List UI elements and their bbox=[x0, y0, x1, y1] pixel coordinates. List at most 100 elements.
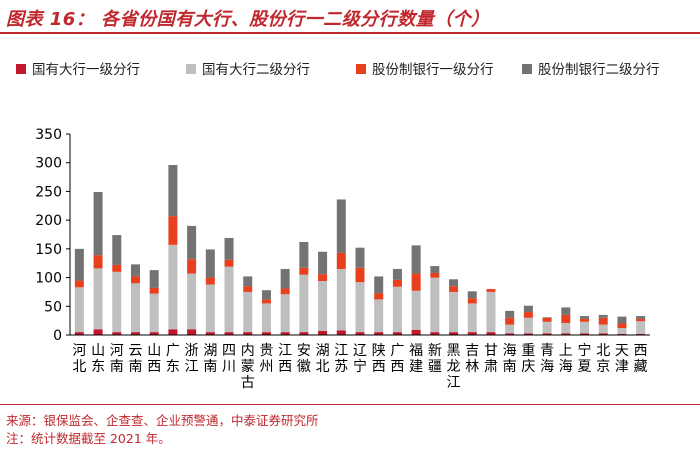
bar-segment bbox=[205, 284, 215, 333]
bar-segment bbox=[149, 332, 159, 335]
x-tick-label: 江 bbox=[185, 359, 199, 375]
bar-segment bbox=[261, 303, 271, 333]
x-tick-label: 内 bbox=[241, 343, 255, 359]
x-tick-label: 四 bbox=[222, 343, 236, 359]
y-tick-label: 200 bbox=[35, 213, 62, 229]
x-tick-label: 安 bbox=[297, 343, 311, 359]
x-tick-label: 龙 bbox=[447, 359, 461, 375]
x-tick-label: 陕 bbox=[372, 343, 386, 359]
bar-segment bbox=[411, 273, 421, 291]
legend-item: 股份制银行二级分行 bbox=[522, 58, 660, 78]
bar-segment bbox=[617, 316, 627, 324]
bar-segment bbox=[374, 293, 384, 300]
bar-segment bbox=[299, 267, 309, 275]
x-tick-label: 贵 bbox=[259, 343, 273, 359]
x-tick-label: 肃 bbox=[484, 359, 498, 375]
y-tick-label: 350 bbox=[35, 127, 62, 143]
bar-segment bbox=[636, 316, 646, 319]
x-tick-label: 南 bbox=[110, 359, 124, 375]
bar-segment bbox=[505, 333, 515, 335]
bar-segment bbox=[523, 333, 533, 335]
x-tick-label: 河 bbox=[72, 343, 86, 359]
bar-segment bbox=[112, 271, 122, 333]
bar-segment bbox=[318, 281, 328, 331]
bar-segment bbox=[112, 264, 122, 272]
bar-segment bbox=[336, 268, 346, 331]
footnote: 注：统计数据截至 2021 年。 bbox=[6, 431, 171, 446]
bar-segment bbox=[374, 299, 384, 333]
bar-segment bbox=[561, 307, 571, 315]
bar-segment bbox=[580, 321, 590, 334]
bar-segment bbox=[617, 328, 627, 334]
bar-segment bbox=[299, 274, 309, 333]
bar-segment bbox=[74, 332, 84, 335]
bar-segment bbox=[542, 317, 552, 318]
bar-segment bbox=[149, 287, 159, 294]
x-tick-label: 浙 bbox=[185, 343, 199, 359]
bar-segment bbox=[74, 280, 84, 288]
bar-segment bbox=[467, 303, 477, 333]
y-tick-label: 50 bbox=[44, 299, 62, 315]
legend-item: 股份制银行一级分行 bbox=[356, 58, 494, 78]
x-tick-label: 藏 bbox=[634, 359, 648, 375]
legend-label: 股份制银行一级分行 bbox=[372, 62, 494, 78]
bar-segment bbox=[130, 264, 140, 277]
bar-segment bbox=[355, 247, 365, 268]
x-tick-label: 州 bbox=[259, 359, 273, 375]
legend-item: 国有大行二级分行 bbox=[186, 58, 310, 78]
bar-segment bbox=[224, 237, 234, 260]
bar-segment bbox=[505, 317, 515, 325]
x-tick-label: 南 bbox=[203, 359, 217, 375]
bar-segment bbox=[243, 291, 253, 333]
x-tick-label: 黑 bbox=[447, 343, 461, 359]
bar-segment bbox=[598, 333, 608, 335]
bar-segment bbox=[523, 312, 533, 318]
chart-svg: 050100150200250300350河北山东河南云南山西广东浙江湖南四川内… bbox=[35, 127, 650, 391]
bar-segment bbox=[318, 330, 328, 335]
x-tick-label: 夏 bbox=[578, 359, 592, 375]
bar-segment bbox=[261, 290, 271, 300]
bar-segment bbox=[243, 332, 253, 335]
bar-segment bbox=[261, 332, 271, 335]
bar-segment bbox=[430, 266, 440, 273]
bar-segment bbox=[299, 332, 309, 335]
x-tick-label: 宁 bbox=[578, 342, 592, 359]
bar-segment bbox=[467, 291, 477, 299]
bar-segment bbox=[580, 316, 590, 319]
bar-segment bbox=[93, 192, 103, 256]
bar-segment bbox=[280, 332, 290, 335]
bar-segment bbox=[318, 251, 328, 275]
source-note: 来源：银保监会、企查查、企业预警通，中泰证券研究所 bbox=[6, 413, 319, 428]
bar-segment bbox=[149, 270, 159, 288]
x-tick-label: 北 bbox=[72, 359, 86, 375]
bar-segment bbox=[523, 305, 533, 313]
bar-segment bbox=[280, 268, 290, 289]
bar-segment bbox=[636, 318, 646, 322]
bar-segment bbox=[374, 332, 384, 335]
x-tick-label: 湖 bbox=[203, 343, 217, 359]
bar-segment bbox=[411, 245, 421, 274]
y-tick-label: 150 bbox=[35, 242, 62, 258]
legend-item: 国有大行一级分行 bbox=[16, 58, 140, 78]
bar-segment bbox=[467, 298, 477, 304]
bar-segment bbox=[636, 321, 646, 334]
bar-segment bbox=[74, 248, 84, 281]
bar-segment bbox=[523, 317, 533, 334]
x-tick-label: 庆 bbox=[521, 359, 535, 375]
y-tick-label: 250 bbox=[35, 184, 62, 200]
bar-segment bbox=[449, 291, 459, 333]
bar-segment bbox=[449, 332, 459, 335]
bar-segment bbox=[299, 241, 309, 268]
legend-swatch bbox=[356, 64, 366, 74]
x-tick-label: 江 bbox=[334, 343, 348, 359]
bar-segment bbox=[430, 277, 440, 333]
x-tick-label: 东 bbox=[166, 359, 180, 375]
bar-segment bbox=[168, 216, 178, 245]
bar-segment bbox=[598, 317, 608, 325]
bar-segment bbox=[243, 286, 253, 292]
bar-segment bbox=[336, 330, 346, 335]
x-tick-label: 津 bbox=[615, 359, 629, 375]
footer-rule bbox=[0, 404, 700, 405]
bar-segment bbox=[580, 318, 590, 322]
x-tick-label: 西 bbox=[390, 359, 404, 375]
